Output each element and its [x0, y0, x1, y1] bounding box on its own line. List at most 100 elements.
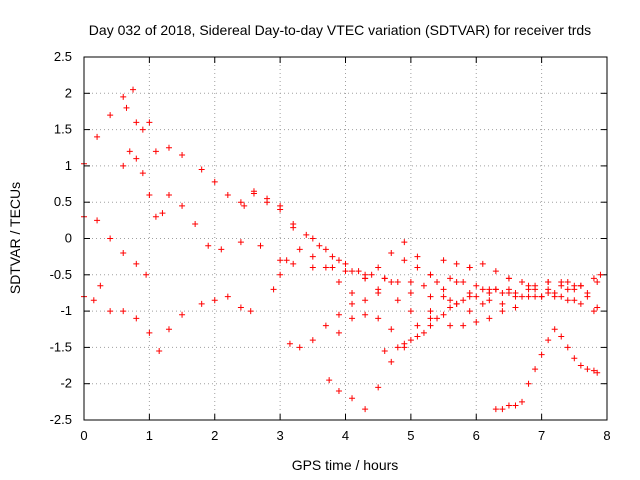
- data-point: [107, 235, 114, 242]
- data-point: [447, 322, 454, 329]
- data-point: [205, 242, 212, 249]
- data-point: [525, 380, 532, 387]
- data-point: [362, 275, 369, 282]
- series-arc-e: [81, 282, 254, 355]
- data-point: [165, 144, 172, 151]
- data-point: [597, 271, 604, 278]
- data-point: [427, 293, 434, 300]
- data-point: [571, 355, 578, 362]
- data-point: [545, 279, 552, 286]
- series-arc-f: [237, 188, 597, 315]
- series-arc-i: [326, 279, 601, 413]
- data-point: [499, 289, 506, 296]
- data-point: [551, 289, 558, 296]
- data-point: [270, 286, 277, 293]
- data-point: [335, 329, 342, 336]
- data-point: [466, 264, 473, 271]
- data-point: [545, 289, 552, 296]
- data-point: [499, 308, 506, 315]
- data-point: [329, 253, 336, 260]
- x-axis-label: GPS time / hours: [292, 457, 399, 473]
- data-point: [388, 358, 395, 365]
- data-point: [375, 384, 382, 391]
- series-arc-d: [81, 213, 150, 278]
- y-tick-label: -2.5: [50, 412, 72, 427]
- data-point: [577, 282, 584, 289]
- data-point: [473, 282, 480, 289]
- data-point: [309, 264, 316, 271]
- data-point: [94, 217, 101, 224]
- data-point: [394, 344, 401, 351]
- data-point: [584, 293, 591, 300]
- data-point: [120, 93, 127, 100]
- data-point: [257, 242, 264, 249]
- x-tick-label: 1: [146, 428, 153, 443]
- data-point: [401, 344, 408, 351]
- data-point: [519, 279, 526, 286]
- data-point: [130, 86, 137, 93]
- data-point: [152, 148, 159, 155]
- data-point: [107, 112, 114, 119]
- data-point: [237, 304, 244, 311]
- series-arc-c: [120, 148, 584, 304]
- data-point: [466, 289, 473, 296]
- data-point: [407, 337, 414, 344]
- x-tick-label: 8: [603, 428, 610, 443]
- data-point: [120, 162, 127, 169]
- data-point: [427, 271, 434, 278]
- data-point: [564, 297, 571, 304]
- data-point: [460, 322, 467, 329]
- data-point: [90, 297, 97, 304]
- data-point: [133, 315, 140, 322]
- data-point: [538, 293, 545, 300]
- data-point: [250, 188, 257, 195]
- data-point: [479, 300, 486, 307]
- data-point: [237, 239, 244, 246]
- data-point: [143, 271, 150, 278]
- data-point: [499, 406, 506, 413]
- data-point: [473, 318, 480, 325]
- data-point: [296, 246, 303, 253]
- data-point: [286, 340, 293, 347]
- data-point: [335, 387, 342, 394]
- data-point: [420, 329, 427, 336]
- data-point: [192, 220, 199, 227]
- data-point: [434, 279, 441, 286]
- data-point: [505, 289, 512, 296]
- data-point: [512, 402, 519, 409]
- data-point: [525, 293, 532, 300]
- x-tick-label: 0: [80, 428, 87, 443]
- data-point: [290, 220, 297, 227]
- data-point: [146, 191, 153, 198]
- data-point: [590, 367, 597, 374]
- data-point: [355, 268, 362, 275]
- data-point: [283, 257, 290, 264]
- data-point: [590, 308, 597, 315]
- data-point: [381, 348, 388, 355]
- y-axis-label: SDTVAR / TECUs: [7, 182, 23, 294]
- data-point: [519, 293, 526, 300]
- data-point: [133, 260, 140, 267]
- data-point: [97, 282, 104, 289]
- data-point: [329, 264, 336, 271]
- data-point: [440, 311, 447, 318]
- data-point: [179, 311, 186, 318]
- data-point: [152, 213, 159, 220]
- data-point: [492, 406, 499, 413]
- data-point: [479, 286, 486, 293]
- data-point: [532, 286, 539, 293]
- series-arc-k: [381, 271, 604, 355]
- data-point: [241, 202, 248, 209]
- data-point: [577, 300, 584, 307]
- data-point: [427, 322, 434, 329]
- data-point: [394, 297, 401, 304]
- data-point: [505, 402, 512, 409]
- data-point: [401, 239, 408, 246]
- data-point: [120, 308, 127, 315]
- data-point: [453, 260, 460, 267]
- series-arc-a: [81, 86, 137, 167]
- data-point: [512, 304, 519, 311]
- data-point: [407, 308, 414, 315]
- series-arc-h: [286, 260, 601, 351]
- data-point: [159, 210, 166, 217]
